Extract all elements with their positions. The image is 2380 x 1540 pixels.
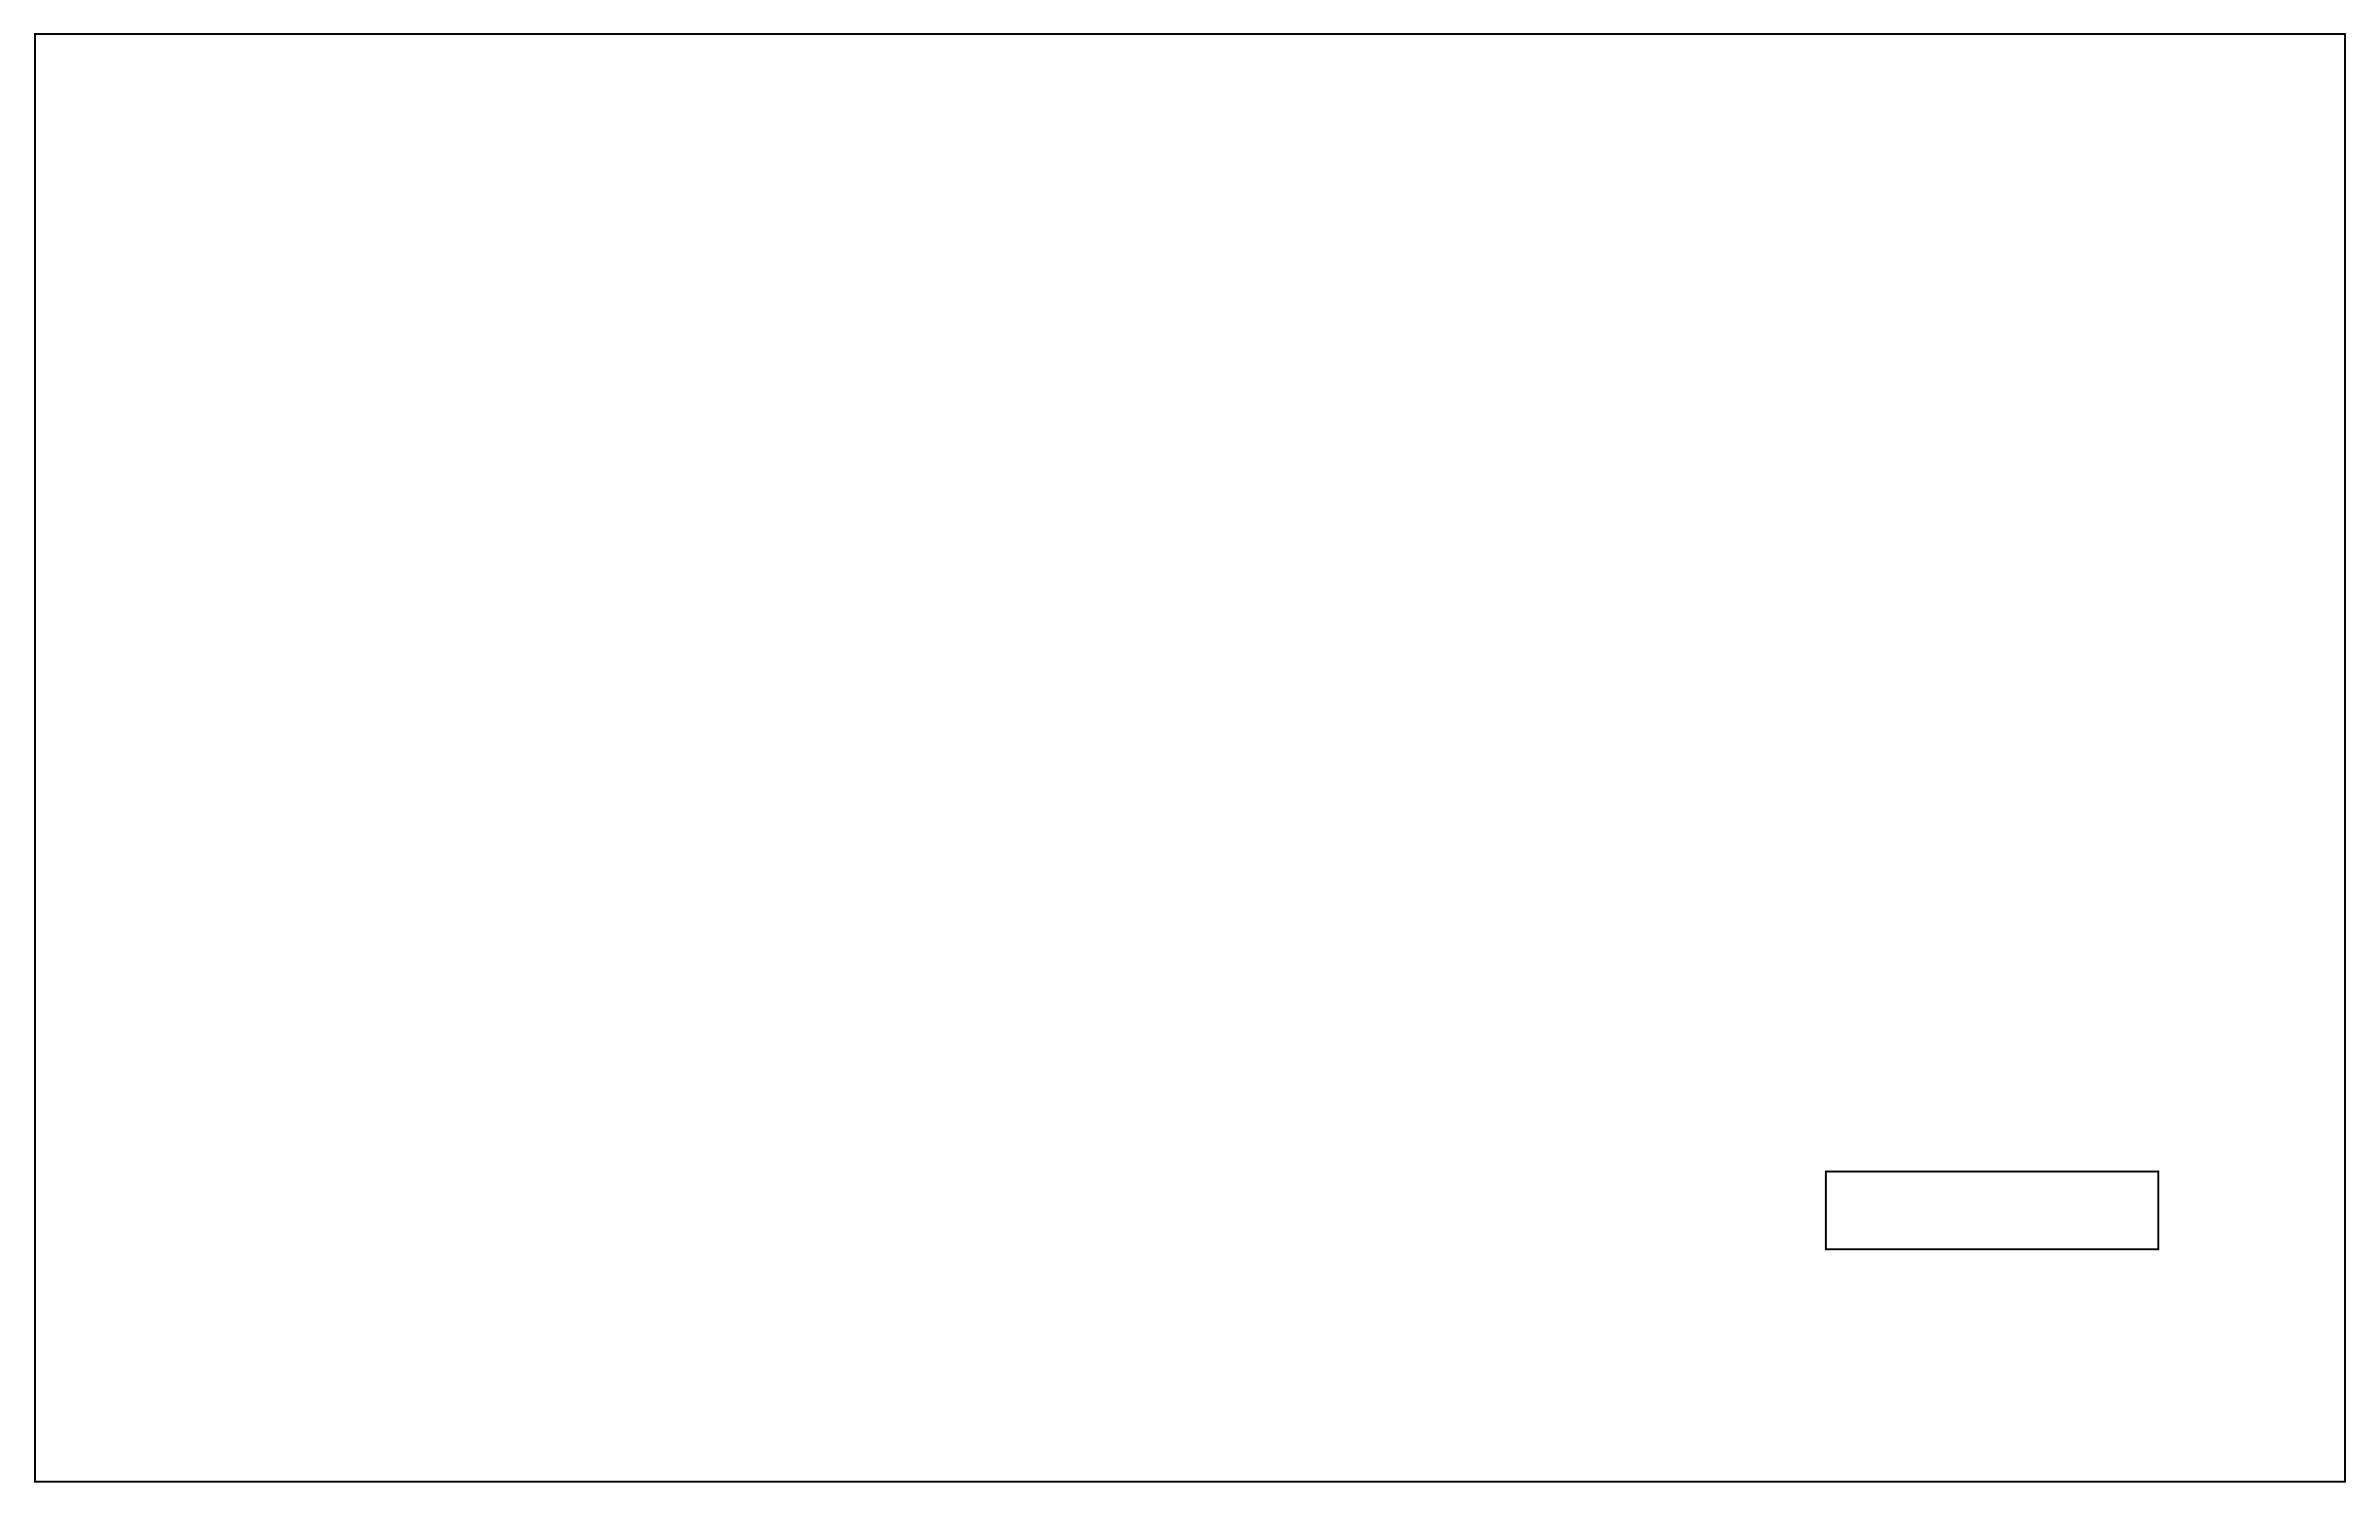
map-border (34, 33, 2346, 1483)
title-block (1825, 1171, 2159, 1250)
